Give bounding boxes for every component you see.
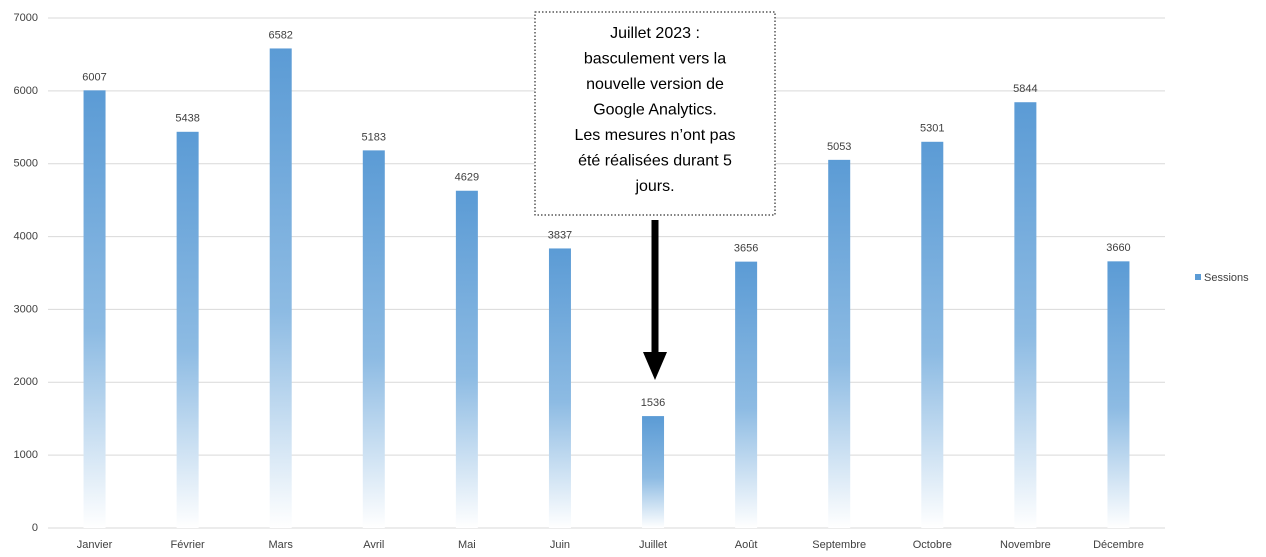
x-tick-label: Août — [735, 539, 758, 551]
y-tick-label: 4000 — [14, 230, 38, 242]
x-tick-label: Septembre — [812, 539, 866, 551]
data-label: 3656 — [734, 243, 758, 255]
data-label: 4629 — [455, 172, 479, 184]
x-tick-label: Mai — [458, 539, 476, 551]
y-tick-label: 2000 — [14, 376, 38, 388]
y-tick-label: 1000 — [14, 449, 38, 461]
x-tick-label: Juin — [550, 539, 570, 551]
data-label: 3837 — [548, 229, 572, 241]
annotation-line: Juillet 2023 : — [610, 25, 700, 42]
legend-label: Sessions — [1204, 272, 1249, 284]
bar — [269, 48, 292, 528]
y-tick-label: 7000 — [14, 12, 38, 24]
legend-swatch — [1195, 274, 1201, 280]
data-label: 5438 — [175, 113, 199, 125]
bar — [83, 90, 106, 529]
annotation-box — [534, 11, 776, 216]
arrow-head — [643, 352, 667, 380]
y-tick-label: 5000 — [14, 158, 38, 170]
annotation-line: Les mesures n’ont pas — [575, 127, 736, 144]
data-label: 5844 — [1013, 83, 1037, 95]
bar — [735, 261, 758, 528]
bar — [455, 190, 478, 528]
x-tick-label: Avril — [363, 539, 384, 551]
bar — [176, 131, 199, 528]
x-tick-label: Novembre — [1000, 539, 1051, 551]
y-tick-label: 3000 — [14, 303, 38, 315]
annotation-line: basculement vers la — [584, 51, 726, 68]
bar — [642, 416, 665, 528]
y-tick-label: 0 — [32, 522, 38, 534]
annotation-line: Google Analytics. — [593, 102, 717, 119]
data-label: 5301 — [920, 123, 944, 135]
bar — [1107, 261, 1130, 528]
data-label: 3660 — [1106, 242, 1130, 254]
x-tick-label: Juillet — [639, 539, 667, 551]
bar — [362, 150, 385, 529]
bar — [548, 248, 571, 528]
annotation-line: nouvelle version de — [586, 76, 724, 93]
data-label: 5053 — [827, 141, 851, 153]
data-label: 6007 — [82, 71, 106, 83]
bar — [1014, 102, 1037, 529]
x-tick-label: Janvier — [77, 539, 113, 551]
data-label: 1536 — [641, 397, 665, 409]
x-tick-label: Octobre — [913, 539, 952, 551]
bar — [828, 159, 851, 529]
x-tick-label: Décembre — [1093, 539, 1144, 551]
data-label: 6582 — [268, 29, 292, 41]
annotation-line: jours. — [634, 178, 674, 195]
data-label: 5183 — [362, 131, 386, 143]
y-tick-label: 6000 — [14, 85, 38, 97]
x-tick-label: Mars — [268, 539, 293, 551]
x-tick-label: Février — [171, 539, 206, 551]
annotation-line: été réalisées durant 5 — [578, 153, 732, 170]
bar — [921, 141, 944, 528]
